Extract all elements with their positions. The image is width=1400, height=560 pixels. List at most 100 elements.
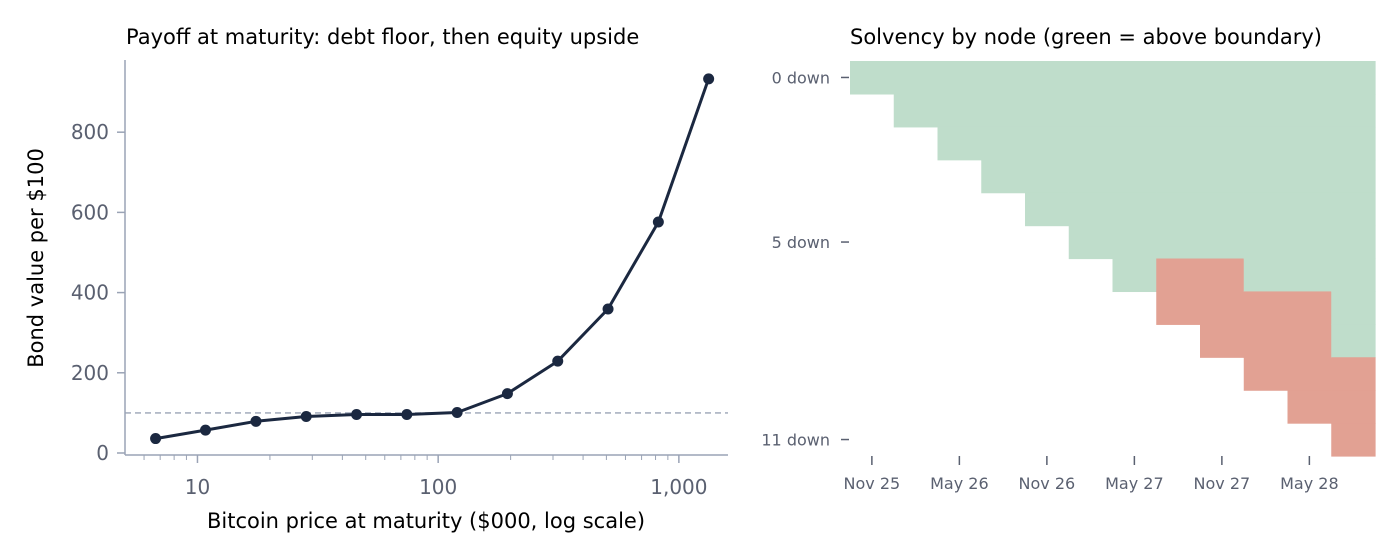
data-point (552, 355, 564, 367)
heatmap-cell-solvent (981, 93, 1026, 128)
payoff-x-ticks: 10 100 1,000 (185, 455, 708, 499)
heatmap-cell-solvent (1331, 192, 1376, 227)
heatmap-cell-solvent (1243, 126, 1289, 161)
heatmap-cell-insolvent (1331, 390, 1376, 424)
heatmap-x-tick-label: Nov 25 (844, 474, 901, 493)
heatmap-cell-solvent (1112, 159, 1157, 194)
heatmap-cell-insolvent (1287, 291, 1332, 325)
heatmap-cell-solvent (1068, 225, 1114, 260)
data-point (451, 406, 463, 418)
heatmap-cell-solvent (1243, 61, 1289, 95)
heatmap-cell-solvent (1068, 159, 1114, 194)
heatmap-cell-solvent (1156, 61, 1201, 95)
payoff-x-axis-label: Bitcoin price at maturity ($000, log sca… (207, 509, 645, 533)
heatmap-cell-solvent (1112, 258, 1157, 293)
y-tick-label: 600 (71, 200, 109, 224)
y-tick-label: 200 (71, 361, 109, 385)
heatmap-cell-solvent (1331, 225, 1376, 260)
heatmap-cell-solvent (1068, 61, 1114, 95)
heatmap-cell-solvent (1331, 126, 1376, 161)
payoff-chart: Payoff at maturity: debt floor, then equ… (24, 25, 728, 533)
heatmap-cell-solvent (893, 61, 939, 95)
heatmap-cell-solvent (981, 61, 1026, 95)
data-point (200, 424, 212, 436)
heatmap-x-tick-label: May 28 (1280, 474, 1339, 493)
heatmap-cell-solvent (1112, 93, 1157, 128)
heatmap-cell-insolvent (1243, 324, 1289, 358)
heatmap-cell-solvent (1156, 126, 1201, 161)
heatmap-cell-solvent (1200, 192, 1245, 227)
data-point (150, 433, 162, 445)
heatmap-cell-solvent (937, 93, 982, 128)
heatmap-x-tick-label: Nov 26 (1019, 474, 1076, 493)
data-point (652, 216, 664, 228)
heatmap-cell-solvent (937, 61, 982, 95)
heatmap-cell-solvent (1200, 159, 1245, 194)
heatmap-cell-solvent (1287, 159, 1332, 194)
heatmap-cell-solvent (1025, 93, 1070, 128)
heatmap-cell-insolvent (1287, 357, 1332, 391)
payoff-minor-ticks (143, 455, 669, 460)
heatmap-cell-solvent (1068, 192, 1114, 227)
heatmap-cell-insolvent (1200, 324, 1245, 358)
heatmap-cell-insolvent (1331, 423, 1376, 457)
heatmap-x-ticks: Nov 25 May 26 Nov 26 May 27 Nov 27 May 28 (844, 456, 1339, 493)
heatmap-cell-solvent (1068, 93, 1114, 128)
heatmap-cell-insolvent (1243, 357, 1289, 391)
heatmap-cell-solvent (1156, 93, 1201, 128)
heatmap-y-tick-label: 11 down (761, 431, 830, 450)
heatmap-cell-solvent (1068, 126, 1114, 161)
heatmap-cell-solvent (1112, 126, 1157, 161)
heatmap-cell-solvent (1025, 61, 1070, 95)
data-point (250, 415, 262, 427)
heatmap-cell-solvent (850, 61, 895, 95)
solvency-heatmap-title: Solvency by node (green = above boundary… (850, 25, 1322, 49)
heatmap-cell-solvent (1287, 192, 1332, 227)
heatmap-cell-insolvent (1243, 291, 1289, 325)
heatmap-cell-solvent (1331, 61, 1376, 95)
heatmap-y-ticks: 0 down 5 down 11 down (761, 68, 849, 450)
data-point (703, 73, 715, 85)
heatmap-cell-solvent (1025, 126, 1070, 161)
heatmap-cell-solvent (981, 159, 1026, 194)
heatmap-y-tick-label: 5 down (772, 233, 830, 252)
x-tick-label: 10 (185, 475, 210, 499)
heatmap-cell-solvent (1287, 225, 1332, 260)
y-tick-label: 400 (71, 281, 109, 305)
data-point (351, 408, 363, 420)
heatmap-x-tick-label: May 26 (930, 474, 989, 493)
heatmap-cell-solvent (1200, 61, 1245, 95)
data-point (401, 408, 413, 420)
payoff-series-line (155, 78, 711, 441)
x-tick-label: 100 (419, 475, 457, 499)
data-point (602, 303, 614, 315)
heatmap-cell-solvent (1112, 61, 1157, 95)
data-point (501, 388, 513, 400)
heatmap-cell-solvent (893, 93, 939, 128)
heatmap-cell-insolvent (1156, 258, 1201, 293)
payoff-series-points (150, 73, 715, 445)
heatmap-cell-solvent (1112, 192, 1157, 227)
y-tick-label: 0 (96, 441, 109, 465)
heatmap-cell-solvent (1287, 93, 1332, 128)
payoff-chart-title: Payoff at maturity: debt floor, then equ… (126, 25, 639, 49)
heatmap-cell-solvent (981, 126, 1026, 161)
heatmap-cell-solvent (1200, 126, 1245, 161)
heatmap-cell-insolvent (1287, 324, 1332, 358)
heatmap-cell-solvent (1025, 192, 1070, 227)
heatmap-cell-solvent (1025, 159, 1070, 194)
heatmap-cell-solvent (1112, 225, 1157, 260)
heatmap-cell-solvent (1331, 93, 1376, 128)
heatmap-cell-solvent (1331, 291, 1376, 325)
heatmap-cell-solvent (1243, 258, 1289, 293)
heatmap-x-tick-label: May 27 (1105, 474, 1164, 493)
x-tick-label: 1,000 (650, 475, 707, 499)
heatmap-cell-solvent (1243, 192, 1289, 227)
payoff-y-axis-label: Bond value per $100 (24, 148, 48, 368)
heatmap-cell-solvent (1200, 225, 1245, 260)
heatmap-cell-solvent (1243, 225, 1289, 260)
y-tick-label: 800 (71, 120, 109, 144)
heatmap-cell-solvent (1156, 192, 1201, 227)
heatmap-cell-solvent (1243, 159, 1289, 194)
